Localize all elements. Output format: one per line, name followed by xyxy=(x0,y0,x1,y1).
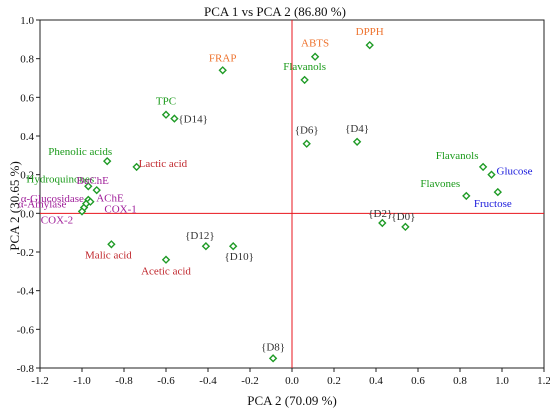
data-point xyxy=(401,222,410,232)
data-point xyxy=(229,242,238,251)
data-point-label: ABTS xyxy=(301,38,329,50)
data-point xyxy=(92,185,101,195)
y-tick-label: -0.6 xyxy=(17,324,35,336)
data-point-label: Glucose xyxy=(497,166,533,178)
data-point-label: {D6} xyxy=(295,125,319,137)
y-tick-label: 0.0 xyxy=(20,208,34,220)
y-axis-label: PCA 2 (30.65 %) xyxy=(7,161,22,251)
data-point-label: {D0} xyxy=(391,211,415,223)
x-tick-label: 1.2 xyxy=(537,375,550,387)
x-tick-label: -0.6 xyxy=(157,375,175,387)
x-tick-label: -0.2 xyxy=(241,375,258,387)
data-point xyxy=(86,197,95,206)
x-tick-label: 0.8 xyxy=(453,375,467,387)
data-point xyxy=(352,137,362,146)
data-point-label: Lactic acid xyxy=(139,158,188,170)
data-point-label: {D10} xyxy=(224,251,254,263)
data-point xyxy=(84,182,93,191)
data-point xyxy=(201,242,211,251)
y-tick-label: 0.6 xyxy=(20,92,34,104)
y-tick-label: -0.2 xyxy=(17,247,34,259)
data-point-label: DPPH xyxy=(356,26,384,38)
data-point xyxy=(493,187,502,197)
data-point xyxy=(268,354,278,363)
x-axis-label: PCA 2 (70.09 %) xyxy=(247,393,337,408)
data-point-label: {D4} xyxy=(345,123,369,135)
data-point-label: Flavanols xyxy=(436,150,479,162)
x-tick-label: -1.2 xyxy=(31,375,48,387)
data-point-label: Acetic acid xyxy=(141,266,191,278)
data-point xyxy=(107,240,116,249)
data-point xyxy=(300,75,309,85)
chart-title: PCA 1 vs PCA 2 (86.80 %) xyxy=(204,4,346,19)
data-point-label: α-Amylase xyxy=(18,199,67,211)
y-tick-label: -0.4 xyxy=(17,286,35,298)
y-tick-label: 0.8 xyxy=(20,54,34,66)
data-point xyxy=(218,66,227,75)
data-point-label: TPC xyxy=(156,96,176,108)
y-tick-label: 0.2 xyxy=(20,170,34,182)
x-tick-label: 0.0 xyxy=(285,375,299,387)
y-tick-label: 0.4 xyxy=(20,131,34,143)
data-point-label: AChE xyxy=(96,193,124,205)
data-point xyxy=(161,255,171,264)
data-point xyxy=(302,139,311,148)
x-tick-label: -1.0 xyxy=(73,375,91,387)
data-point-label: α-Glucosidase xyxy=(21,193,84,205)
x-tick-label: -0.8 xyxy=(115,375,133,387)
data-point-label: Malic acid xyxy=(85,249,132,261)
data-point xyxy=(161,110,171,119)
data-point-label: Fructose xyxy=(474,198,512,210)
data-point-label: {D14} xyxy=(178,114,208,126)
x-tick-label: 0.4 xyxy=(369,375,383,387)
y-tick-label: -0.8 xyxy=(17,363,35,375)
y-tick-label: 1.0 xyxy=(20,15,34,27)
data-point xyxy=(77,207,87,216)
data-point xyxy=(132,162,141,172)
data-point-label: Hydroquinones xyxy=(26,173,94,185)
data-point xyxy=(462,191,471,201)
data-point xyxy=(487,170,496,179)
data-point xyxy=(378,218,387,228)
x-tick-label: 0.6 xyxy=(411,375,425,387)
data-point xyxy=(170,114,179,123)
data-point xyxy=(365,40,374,50)
data-point-label: Flavones xyxy=(420,178,460,190)
data-point-label: Flavanols xyxy=(283,61,326,73)
x-tick-label: 1.0 xyxy=(495,375,509,387)
data-point-label: {D12} xyxy=(185,230,215,242)
x-tick-label: -0.4 xyxy=(199,375,217,387)
data-point-label: FRAP xyxy=(209,52,237,64)
data-point xyxy=(478,162,488,172)
data-point-label: Phenolic acids xyxy=(48,146,112,158)
data-point xyxy=(103,156,112,166)
data-point-label: COX-1 xyxy=(104,204,136,216)
data-point-label: BuChE xyxy=(76,175,109,187)
data-point-label: COX-2 xyxy=(41,214,73,226)
data-point-label: {D2} xyxy=(368,208,392,220)
data-point-label: {D8} xyxy=(261,341,285,353)
x-tick-label: 0.2 xyxy=(327,375,341,387)
data-point xyxy=(310,52,320,61)
